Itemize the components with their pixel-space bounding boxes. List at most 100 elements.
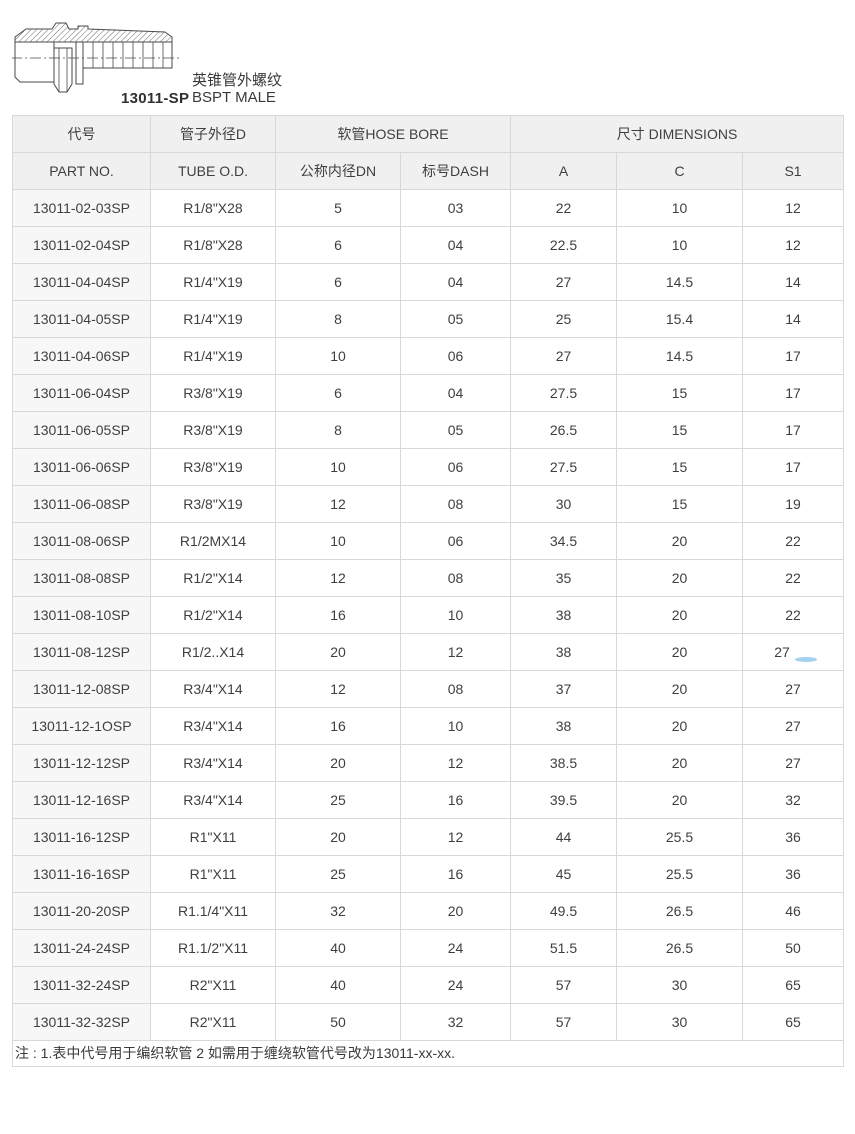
col-header-a: A bbox=[510, 152, 617, 190]
table-row: 13011-32-32SP R2"X11 50 32 57 30 65 bbox=[12, 1003, 845, 1041]
table-row: 13011-16-16SP R1"X11 25 16 45 25.5 36 bbox=[12, 855, 845, 893]
cell-a: 27 bbox=[510, 337, 617, 375]
table-row: 13011-02-04SP R1/8"X28 6 04 22.5 10 12 bbox=[12, 226, 845, 264]
cell-s1: 17 bbox=[741, 337, 845, 375]
cell-tube-od: R3/8"X19 bbox=[150, 448, 276, 486]
cell-dash: 12 bbox=[400, 633, 511, 671]
cell-tube-od: R1/2"X14 bbox=[150, 596, 276, 634]
cell-part-no: 13011-02-04SP bbox=[12, 226, 151, 264]
product-title-cn: 英锥管外螺纹 bbox=[192, 72, 283, 89]
cell-tube-od: R3/8"X19 bbox=[150, 485, 276, 523]
col-header-s1: S1 bbox=[741, 152, 845, 190]
cell-dash: 04 bbox=[400, 263, 511, 301]
cell-part-no: 13011-06-06SP bbox=[12, 448, 151, 486]
cell-part-no: 13011-32-32SP bbox=[12, 1003, 151, 1041]
cell-a: 27 bbox=[510, 263, 617, 301]
cell-dn: 10 bbox=[275, 448, 401, 486]
table-row: 13011-02-03SP R1/8"X28 5 03 22 10 12 bbox=[12, 189, 845, 227]
cell-s1: 36 bbox=[741, 855, 845, 893]
product-header: 13011-SP 英锥管外螺纹 BSPT MALE bbox=[0, 0, 855, 115]
cell-dn: 40 bbox=[275, 929, 401, 967]
cell-s1: 46 bbox=[741, 892, 845, 930]
cell-part-no: 13011-04-06SP bbox=[12, 337, 151, 375]
cell-dash: 08 bbox=[400, 485, 511, 523]
cell-c: 20 bbox=[616, 522, 743, 560]
table-row: 13011-16-12SP R1"X11 20 12 44 25.5 36 bbox=[12, 818, 845, 856]
cell-tube-od: R2"X11 bbox=[150, 966, 276, 1004]
fitting-technical-drawing-icon bbox=[12, 22, 180, 93]
cell-dash: 16 bbox=[400, 855, 511, 893]
cell-dash: 08 bbox=[400, 559, 511, 597]
cell-dash: 20 bbox=[400, 892, 511, 930]
cell-dash: 10 bbox=[400, 596, 511, 634]
cell-tube-od: R1/8"X28 bbox=[150, 189, 276, 227]
cell-dash: 10 bbox=[400, 707, 511, 745]
cell-dn: 6 bbox=[275, 263, 401, 301]
cell-tube-od: R1/2MX14 bbox=[150, 522, 276, 560]
cell-tube-od: R1"X11 bbox=[150, 855, 276, 893]
cell-tube-od: R2"X11 bbox=[150, 1003, 276, 1041]
cell-part-no: 13011-32-24SP bbox=[12, 966, 151, 1004]
cell-s1: 27 bbox=[741, 633, 845, 671]
table-row: 13011-04-05SP R1/4"X19 8 05 25 15.4 14 bbox=[12, 300, 845, 338]
cell-part-no: 13011-06-05SP bbox=[12, 411, 151, 449]
cell-dn: 40 bbox=[275, 966, 401, 1004]
cell-a: 57 bbox=[510, 966, 617, 1004]
cell-c: 14.5 bbox=[616, 263, 743, 301]
cell-dn: 50 bbox=[275, 1003, 401, 1041]
cell-a: 38 bbox=[510, 633, 617, 671]
cell-c: 25.5 bbox=[616, 855, 743, 893]
cell-a: 38 bbox=[510, 596, 617, 634]
cell-s1: 22 bbox=[741, 559, 845, 597]
cell-tube-od: R1"X11 bbox=[150, 818, 276, 856]
cell-dn: 12 bbox=[275, 559, 401, 597]
cell-dash: 06 bbox=[400, 448, 511, 486]
cell-part-no: 13011-06-04SP bbox=[12, 374, 151, 412]
table-row: 13011-08-10SP R1/2"X14 16 10 38 20 22 bbox=[12, 596, 845, 634]
cell-c: 15.4 bbox=[616, 300, 743, 338]
cell-c: 20 bbox=[616, 596, 743, 634]
cell-c: 14.5 bbox=[616, 337, 743, 375]
table-row: 13011-20-20SP R1.1/4"X11 32 20 49.5 26.5 46 bbox=[12, 892, 845, 930]
cell-c: 10 bbox=[616, 226, 743, 264]
cell-a: 34.5 bbox=[510, 522, 617, 560]
cell-part-no: 13011-08-08SP bbox=[12, 559, 151, 597]
cell-a: 45 bbox=[510, 855, 617, 893]
cell-c: 26.5 bbox=[616, 892, 743, 930]
cell-a: 37 bbox=[510, 670, 617, 708]
col-group-dimensions: 尺寸 DIMENSIONS bbox=[509, 115, 845, 153]
cell-tube-od: R1/4"X19 bbox=[150, 300, 276, 338]
table-row: 13011-08-08SP R1/2"X14 12 08 35 20 22 bbox=[12, 559, 845, 597]
col-header-part-no-en: PART NO. bbox=[12, 152, 151, 190]
cell-dn: 8 bbox=[275, 300, 401, 338]
cell-c: 10 bbox=[616, 189, 743, 227]
model-number: 13011-SP bbox=[121, 90, 190, 107]
cell-dn: 32 bbox=[275, 892, 401, 930]
cell-dn: 16 bbox=[275, 707, 401, 745]
cell-part-no: 13011-12-12SP bbox=[12, 744, 151, 782]
cell-part-no: 13011-12-08SP bbox=[12, 670, 151, 708]
table-note: 注 : 1.表中代号用于编织软管 2 如需用于缠绕软管代号改为13011-xx-… bbox=[11, 1040, 845, 1067]
table-row: 13011-06-04SP R3/8"X19 6 04 27.5 15 17 bbox=[12, 374, 845, 412]
cell-tube-od: R1.1/4"X11 bbox=[150, 892, 276, 930]
cell-s1: 50 bbox=[741, 929, 845, 967]
cell-a: 38 bbox=[510, 707, 617, 745]
cell-a: 39.5 bbox=[510, 781, 617, 819]
cell-s1: 22 bbox=[741, 596, 845, 634]
cell-s1: 12 bbox=[741, 226, 845, 264]
cell-c: 20 bbox=[616, 559, 743, 597]
cell-dash: 05 bbox=[400, 411, 511, 449]
cell-tube-od: R1/4"X19 bbox=[150, 337, 276, 375]
cell-a: 25 bbox=[510, 300, 617, 338]
cell-dash: 04 bbox=[400, 226, 511, 264]
spec-table-body: 13011-02-03SP R1/8"X28 5 03 22 10 12 13011-02-0… bbox=[12, 189, 845, 1041]
cell-dn: 10 bbox=[275, 522, 401, 560]
cell-s1: 27 bbox=[741, 670, 845, 708]
cell-s1: 65 bbox=[741, 966, 845, 1004]
spec-table-header: 代号 管子外径D 软管HOSE BORE 尺寸 DIMENSIONS PART … bbox=[12, 115, 845, 190]
table-row: 13011-08-12SP R1/2..X14 20 12 38 20 27 bbox=[12, 633, 845, 671]
cell-tube-od: R1/2"X14 bbox=[150, 559, 276, 597]
cell-s1: 12 bbox=[741, 189, 845, 227]
note-row: 注 : 1.表中代号用于编织软管 2 如需用于缠绕软管代号改为13011-xx-… bbox=[11, 1040, 845, 1067]
cell-dn: 20 bbox=[275, 818, 401, 856]
